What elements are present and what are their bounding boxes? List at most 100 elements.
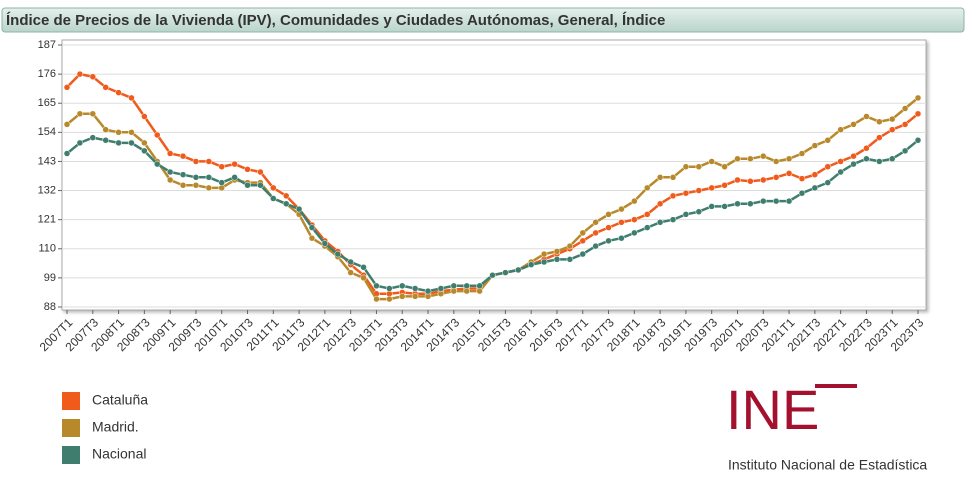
- data-point: [192, 158, 200, 165]
- data-point: [579, 250, 587, 258]
- data-point: [721, 182, 728, 189]
- data-point: [760, 197, 767, 205]
- data-point: [656, 200, 664, 208]
- data-point: [437, 285, 445, 292]
- y-tick-label: 143: [38, 155, 56, 167]
- y-tick-label: 176: [38, 68, 56, 80]
- data-point: [205, 158, 213, 165]
- data-point: [76, 70, 84, 78]
- data-point: [747, 155, 754, 163]
- data-point: [850, 121, 857, 128]
- data-point: [386, 295, 393, 303]
- data-point: [308, 234, 316, 242]
- data-point: [798, 175, 806, 182]
- data-point: [734, 155, 741, 163]
- data-point: [798, 189, 806, 197]
- data-point: [89, 73, 97, 81]
- data-point: [244, 182, 251, 189]
- data-point: [721, 163, 728, 170]
- data-point: [257, 168, 264, 176]
- data-point: [643, 224, 651, 231]
- data-point: [321, 240, 329, 247]
- data-point: [811, 171, 819, 178]
- y-tick-label: 110: [38, 243, 56, 255]
- data-point: [760, 176, 767, 184]
- data-point: [631, 229, 638, 237]
- data-point: [347, 258, 354, 266]
- data-point: [772, 197, 780, 205]
- data-point: [128, 139, 135, 147]
- data-point: [244, 166, 251, 173]
- data-point: [592, 242, 599, 250]
- data-point: [192, 174, 200, 181]
- logo-macron: [815, 384, 857, 388]
- data-point: [785, 197, 793, 205]
- data-point: [63, 121, 71, 128]
- data-point: [914, 94, 922, 102]
- data-point: [888, 155, 896, 163]
- data-point: [824, 137, 831, 144]
- data-point: [876, 158, 883, 165]
- data-point: [901, 121, 909, 128]
- data-point: [863, 113, 870, 120]
- data-point: [656, 174, 664, 181]
- logo-name: Instituto Nacional de Estadística: [728, 457, 927, 473]
- y-tick-label: 132: [38, 184, 56, 196]
- data-point: [682, 189, 690, 197]
- legend-swatch: [62, 392, 80, 410]
- data-point: [643, 184, 651, 192]
- data-point: [128, 129, 135, 136]
- y-tick-label: 99: [44, 272, 56, 284]
- data-point: [476, 282, 483, 290]
- data-point: [540, 250, 548, 258]
- data-point: [566, 242, 574, 250]
- legend-swatch: [62, 446, 80, 464]
- data-point: [605, 237, 612, 245]
- data-point: [270, 195, 277, 202]
- data-point: [605, 224, 612, 231]
- data-point: [373, 282, 380, 290]
- data-point: [643, 211, 651, 218]
- data-point: [901, 105, 909, 112]
- data-point: [888, 115, 896, 123]
- data-point: [785, 170, 793, 177]
- data-point: [115, 129, 122, 136]
- data-point: [115, 89, 122, 96]
- data-point: [89, 134, 97, 141]
- data-point: [89, 110, 97, 118]
- data-point: [411, 285, 419, 292]
- data-point: [747, 200, 754, 208]
- data-point: [592, 229, 599, 237]
- data-point: [141, 147, 148, 155]
- data-point: [579, 237, 587, 245]
- data-point: [360, 274, 367, 282]
- data-point: [772, 158, 780, 165]
- data-point: [373, 295, 380, 303]
- title-bar: [1, 7, 965, 33]
- data-point: [837, 168, 844, 176]
- data-point: [721, 203, 728, 210]
- data-point: [282, 192, 290, 200]
- data-point: [154, 160, 161, 168]
- data-point: [450, 282, 458, 290]
- data-point: [270, 184, 277, 192]
- data-point: [708, 203, 715, 210]
- data-point: [179, 152, 187, 160]
- data-point: [489, 271, 496, 279]
- data-point: [876, 118, 883, 125]
- data-point: [914, 110, 922, 118]
- data-point: [695, 163, 703, 170]
- data-point: [631, 216, 638, 223]
- data-point: [734, 200, 741, 208]
- data-point: [669, 216, 677, 223]
- data-point: [553, 248, 561, 255]
- data-point: [424, 287, 432, 295]
- data-point: [566, 256, 574, 263]
- data-point: [398, 282, 406, 290]
- data-point: [308, 224, 316, 231]
- data-point: [888, 126, 896, 133]
- data-point: [334, 250, 342, 258]
- legend-label: Nacional: [92, 446, 146, 462]
- data-point: [102, 126, 109, 133]
- data-point: [347, 269, 354, 276]
